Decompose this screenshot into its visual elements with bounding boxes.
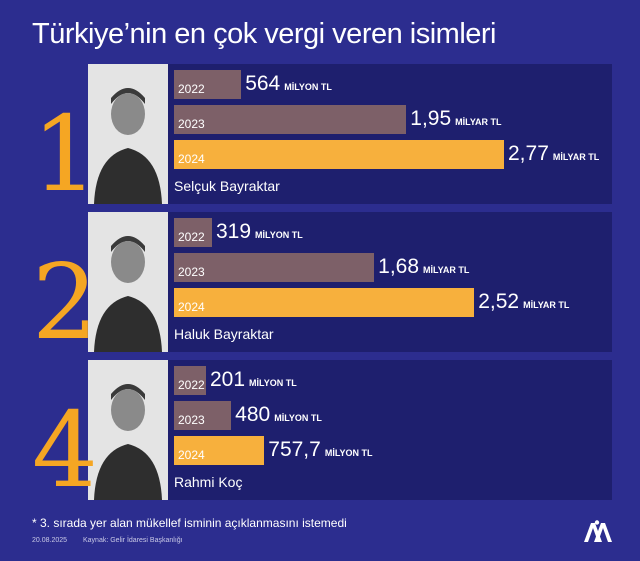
bar-year-label: 2024 [178, 448, 205, 462]
person-name: Selçuk Bayraktar [174, 178, 280, 194]
bar-year-label: 2023 [178, 413, 205, 427]
data-label: 1,68 MİLYAR TL [378, 255, 469, 279]
data-label-value: 319 [216, 220, 252, 243]
bar-2022: 2022 [174, 366, 206, 395]
bar-2024: 2024 [174, 288, 475, 317]
bar-2022: 2022 [174, 218, 212, 247]
bar-year-label: 2023 [178, 265, 205, 279]
data-label-value: 2,52 [478, 290, 520, 313]
bar-2023: 2023 [174, 105, 407, 134]
data-label-unit: MİLYON TL [284, 82, 332, 92]
data-label: 480 MİLYON TL [235, 403, 322, 427]
bar-year-label: 2022 [178, 378, 205, 392]
rank-number: 1 [31, 93, 99, 215]
rank-number: 4 [31, 389, 99, 511]
portrait-rahmi-koc [88, 360, 168, 500]
rank-number: 2 [31, 241, 99, 363]
data-label-value: 2,77 [508, 142, 549, 165]
data-label: 2,77 MİLYAR TL [508, 142, 599, 166]
data-label-unit: MİLYON TL [249, 378, 297, 388]
data-label-unit: MİLYON TL [274, 413, 322, 423]
chart-title: Türkiye’nin en çok vergi veren isimleri [32, 18, 497, 50]
data-label-unit: MİLYAR TL [423, 265, 470, 275]
footnote: * 3. sırada yer alan mükellef isminin aç… [32, 516, 347, 530]
data-label: 757,7 MİLYON TL [268, 438, 372, 462]
data-label-unit: MİLYON TL [255, 230, 303, 240]
bar-year-label: 2024 [178, 152, 205, 166]
data-label: 564 MİLYON TL [245, 72, 332, 96]
bar-year-label: 2022 [178, 230, 205, 244]
data-label-value: 201 [210, 368, 246, 391]
data-label-value: 564 [245, 72, 281, 95]
data-label: 2,52 MİLYAR TL [478, 290, 569, 314]
bar-2023: 2023 [174, 401, 232, 430]
bar-year-label: 2023 [178, 117, 205, 131]
data-label-unit: MİLYON TL [324, 448, 373, 458]
bar-2023: 2023 [174, 253, 375, 282]
bar-2024: 2024 [174, 140, 504, 169]
person-name: Rahmi Koç [174, 474, 243, 490]
data-label-unit: MİLYAR TL [552, 152, 600, 162]
data-label-unit: MİLYAR TL [523, 300, 570, 310]
bar-2024: 2024 [174, 436, 265, 465]
data-label-value: 1,95 [410, 107, 452, 130]
portrait-haluk-bayraktar [88, 212, 168, 352]
data-label-value: 480 [235, 403, 271, 426]
bar-2022: 2022 [174, 70, 242, 99]
person-name: Haluk Bayraktar [174, 326, 274, 342]
data-label: 319 MİLYON TL [216, 220, 303, 244]
data-label-value: 1,68 [378, 255, 420, 278]
bar-year-label: 2024 [178, 300, 205, 314]
bar-year-label: 2022 [178, 82, 205, 96]
portrait-selcuk-bayraktar [88, 64, 168, 204]
data-label: 201 MİLYON TL [210, 368, 297, 392]
data-label-value: 757,7 [268, 438, 321, 461]
source-note: Kaynak: Gelir İdaresi Başkanlığı [83, 537, 183, 544]
data-label: 1,95 MİLYAR TL [410, 107, 501, 131]
publish-date: 20.08.2025 [32, 537, 68, 544]
data-label-unit: MİLYAR TL [455, 117, 502, 127]
aa-logo-icon [584, 520, 612, 542]
